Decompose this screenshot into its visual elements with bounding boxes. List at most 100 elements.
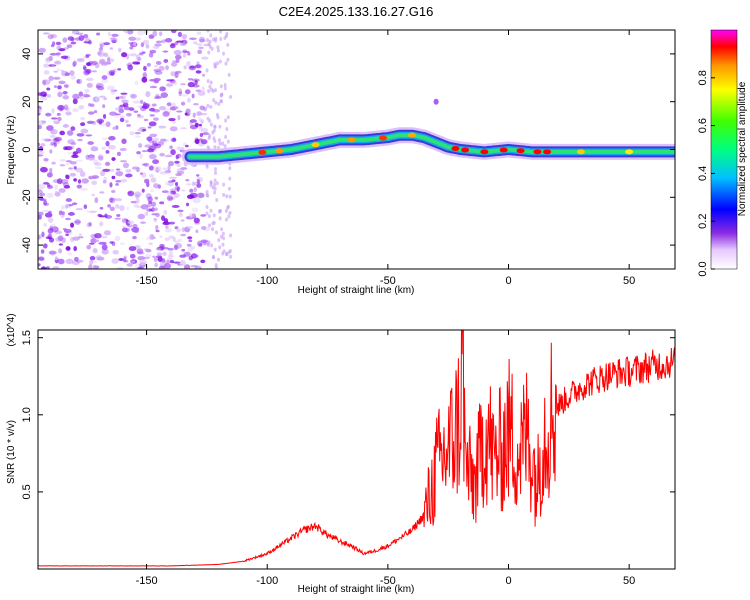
noise-blob (47, 228, 54, 234)
noise-blob (180, 251, 187, 254)
noise-blob (171, 204, 180, 208)
noise-blob (85, 134, 93, 137)
noise-blob (62, 228, 67, 231)
noise-blob (52, 76, 61, 80)
noise-blob (92, 260, 98, 263)
noise-blob (54, 136, 62, 142)
noise-blob (137, 213, 146, 220)
noise-blob (101, 146, 106, 150)
noise-blob (172, 121, 177, 124)
noise-blob (78, 35, 85, 41)
noise-blob (159, 171, 168, 175)
noise-blob (221, 141, 225, 146)
colorbar-ticks: 0.0 0.2 0.4 0.6 0.8 (697, 70, 715, 277)
noise-blob (137, 57, 141, 62)
noise-blob (433, 98, 439, 105)
noise-blob (101, 78, 109, 84)
noise-blob (80, 122, 86, 127)
noise-blob (136, 248, 144, 254)
noise-blob (65, 160, 72, 163)
noise-blob (198, 123, 202, 127)
noise-blob (68, 145, 75, 150)
noise-blob (196, 183, 202, 188)
noise-blob (229, 233, 233, 238)
noise-blob (52, 138, 60, 143)
noise-blob (161, 258, 166, 263)
noise-blob (53, 141, 58, 148)
noise-blob (119, 117, 125, 123)
noise-blob (154, 196, 159, 200)
noise-blob (70, 222, 75, 228)
noise-blob (41, 231, 45, 238)
noise-blob (199, 133, 204, 137)
noise-blob (109, 241, 114, 244)
noise-blob (51, 224, 56, 228)
noise-blob (167, 181, 174, 187)
noise-blob (138, 266, 143, 269)
noise-blob (201, 86, 205, 92)
noise-blob (149, 86, 158, 89)
noise-blob (201, 56, 209, 60)
noise-blob (96, 85, 105, 91)
noise-blob (182, 52, 187, 58)
noise-blob (218, 124, 222, 129)
noise-blob (110, 168, 115, 172)
noise-blob (111, 190, 116, 193)
noise-blob (109, 47, 114, 50)
noise-blob (102, 113, 107, 119)
noise-blob (65, 146, 73, 151)
noise-blob (173, 261, 181, 264)
noise-blob (69, 172, 77, 177)
noise-blob (56, 68, 60, 71)
noise-blob (74, 219, 81, 225)
noise-blob (118, 258, 125, 261)
noise-blob (213, 190, 217, 195)
noise-blob (138, 52, 144, 56)
noise-blob (168, 117, 176, 122)
figure-title: C2E4.2025.133.16.27.G16 (279, 4, 434, 19)
noise-blob (224, 217, 228, 222)
noise-blob (46, 87, 51, 91)
noise-blob (166, 257, 173, 261)
noise-blob (40, 138, 49, 141)
noise-blob (50, 141, 54, 145)
noise-blob (56, 45, 62, 51)
noise-blob (98, 155, 104, 161)
noise-blob (159, 234, 163, 239)
noise-blob (184, 112, 188, 116)
noise-blob (123, 256, 127, 262)
noise-blob (68, 167, 73, 170)
noise-blob (139, 153, 143, 159)
noise-blob (98, 47, 104, 52)
noise-blob (189, 65, 196, 69)
noise-blob (227, 186, 231, 191)
noise-blob (148, 165, 154, 171)
noise-blob (211, 255, 215, 260)
noise-blob (68, 204, 74, 207)
noise-blob (106, 58, 115, 63)
noise-blob (137, 30, 145, 36)
noise-blob (125, 53, 130, 60)
noise-blob (54, 230, 63, 235)
noise-blob (177, 238, 183, 242)
noise-blob (169, 176, 177, 179)
noise-blob (148, 52, 154, 58)
noise-blob (158, 65, 165, 71)
noise-blob (132, 100, 141, 104)
y-tick-label: 40 (21, 48, 33, 60)
noise-blob (70, 142, 77, 146)
noise-blob (156, 252, 163, 256)
noise-blob (80, 188, 88, 191)
noise-blob (218, 209, 222, 214)
noise-blob (48, 250, 57, 255)
ridge-peak (543, 149, 552, 155)
noise-blob (213, 178, 217, 183)
noise-blob (188, 37, 197, 41)
noise-blob (112, 126, 118, 130)
noise-blob (164, 37, 173, 43)
noise-blob (159, 106, 167, 111)
noise-blob (49, 149, 53, 154)
noise-blob (50, 129, 58, 135)
noise-blob (217, 102, 221, 107)
ridge-peak (480, 149, 489, 155)
